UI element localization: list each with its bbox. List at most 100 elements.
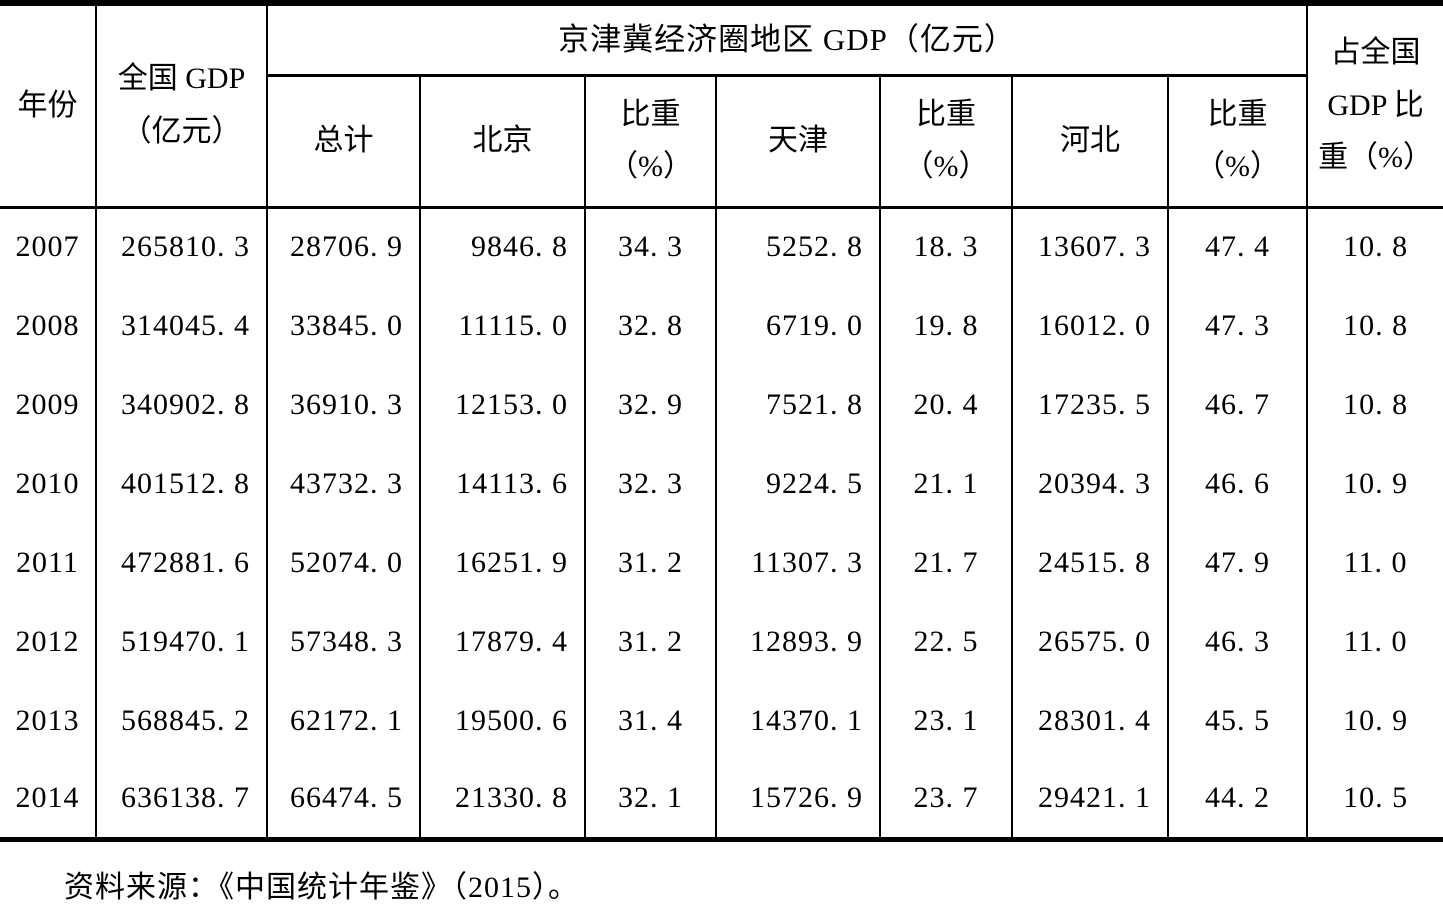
cell-hebei: 16012. 0 — [1011, 286, 1168, 365]
cell-national-share: 10. 5 — [1306, 760, 1443, 839]
cell-national-gdp: 636138. 7 — [95, 760, 267, 839]
cell-hebei: 13607. 3 — [1011, 207, 1168, 286]
cell-year: 2011 — [16, 545, 79, 579]
cell-national-share: 10. 8 — [1306, 207, 1443, 286]
header-beijing-share: 比重 （%） — [584, 75, 716, 209]
cell-tianjin-share: 21. 7 — [879, 523, 1012, 602]
cell-beijing-share: 32. 3 — [584, 444, 716, 523]
cell-national-gdp: 472881. 6 — [95, 523, 267, 602]
table-row: 2007 265810. 3 28706. 9 9846. 8 34. 3 52… — [0, 207, 1443, 286]
cell-hebei-share: 45. 5 — [1166, 681, 1308, 760]
cell-tianjin: 6719. 0 — [715, 286, 880, 365]
cell-hebei: 17235. 5 — [1011, 365, 1168, 444]
table-row: 2013 568845. 2 62172. 1 19500. 6 31. 4 1… — [0, 681, 1443, 760]
cell-national-share: 10. 8 — [1306, 286, 1443, 365]
cell-tianjin: 14370. 1 — [715, 681, 880, 760]
cell-hebei-share: 46. 7 — [1166, 365, 1308, 444]
cell-national-gdp: 314045. 4 — [95, 286, 267, 365]
cell-beijing: 21330. 8 — [419, 760, 585, 839]
cell-year: 2014 — [15, 781, 80, 815]
table-row: 2012 519470. 1 57348. 3 17879. 4 31. 2 1… — [0, 602, 1443, 681]
table-row: 2008 314045. 4 33845. 0 11115. 0 32. 8 6… — [0, 286, 1443, 365]
cell-hebei: 24515. 8 — [1011, 523, 1168, 602]
cell-tianjin-share: 23. 1 — [879, 681, 1012, 760]
cell-beijing-share: 31. 2 — [584, 523, 716, 602]
cell-hebei-share: 47. 3 — [1166, 286, 1308, 365]
cell-national-gdp: 340902. 8 — [95, 365, 267, 444]
cell-hebei-share: 44. 2 — [1166, 760, 1308, 839]
cell-hebei-share: 46. 6 — [1166, 444, 1308, 523]
cell-tianjin-share: 19. 8 — [879, 286, 1012, 365]
cell-region-total: 66474. 5 — [266, 760, 420, 839]
cell-national-share: 10. 9 — [1306, 681, 1443, 760]
cell-tianjin: 5252. 8 — [715, 207, 880, 286]
cell-beijing: 17879. 4 — [419, 602, 585, 681]
cell-region-total: 57348. 3 — [266, 602, 420, 681]
cell-national-gdp: 401512. 8 — [95, 444, 267, 523]
cell-tianjin: 11307. 3 — [715, 523, 880, 602]
cell-region-total: 28706. 9 — [266, 207, 420, 286]
header-tianjin-share: 比重 （%） — [879, 75, 1012, 209]
table-row: 2014 636138. 7 66474. 5 21330. 8 32. 1 1… — [0, 760, 1443, 839]
cell-tianjin: 15726. 9 — [715, 760, 880, 839]
cell-beijing-share: 31. 2 — [584, 602, 716, 681]
cell-tianjin-share: 20. 4 — [879, 365, 1012, 444]
cell-year: 2009 — [15, 387, 80, 421]
cell-beijing: 12153. 0 — [419, 365, 585, 444]
table-row: 2009 340902. 8 36910. 3 12153. 0 32. 9 7… — [0, 365, 1443, 444]
cell-beijing: 19500. 6 — [419, 681, 585, 760]
cell-national-share: 11. 0 — [1306, 523, 1443, 602]
cell-region-total: 62172. 1 — [266, 681, 420, 760]
header-region-gdp-span: 京津冀经济圈地区 GDP（亿元） — [265, 3, 1308, 77]
cell-national-gdp: 519470. 1 — [95, 602, 267, 681]
cell-beijing: 9846. 8 — [419, 207, 585, 286]
header-hebei-share: 比重 （%） — [1166, 75, 1308, 209]
cell-region-total: 36910. 3 — [266, 365, 420, 444]
cell-tianjin-share: 23. 7 — [879, 760, 1012, 839]
header-beijing: 北京 — [419, 75, 585, 209]
table-row: 2011 472881. 6 52074. 0 16251. 9 31. 2 1… — [0, 523, 1443, 602]
header-national-gdp: 全国 GDP （亿元） — [95, 3, 267, 209]
header-national-share: 占全国 GDP 比 重（%） — [1306, 3, 1443, 209]
cell-national-share: 10. 9 — [1306, 444, 1443, 523]
table-body: 2007 265810. 3 28706. 9 9846. 8 34. 3 52… — [0, 207, 1443, 839]
cell-year: 2013 — [15, 703, 80, 737]
cell-hebei-share: 47. 4 — [1166, 207, 1308, 286]
cell-beijing-share: 34. 3 — [584, 207, 716, 286]
header-year: 年份 — [0, 3, 96, 209]
cell-tianjin-share: 22. 5 — [879, 602, 1012, 681]
cell-region-total: 43732. 3 — [266, 444, 420, 523]
cell-hebei: 20394. 3 — [1011, 444, 1168, 523]
gdp-table: 年份 全国 GDP （亿元） 京津冀经济圈地区 GDP（亿元） 占全国 GDP … — [0, 0, 1443, 842]
cell-hebei: 29421. 1 — [1011, 760, 1168, 839]
cell-tianjin-share: 18. 3 — [879, 207, 1012, 286]
cell-beijing-share: 31. 4 — [584, 681, 716, 760]
cell-region-total: 33845. 0 — [266, 286, 420, 365]
cell-beijing: 11115. 0 — [419, 286, 585, 365]
header-hebei: 河北 — [1011, 75, 1168, 209]
cell-beijing: 16251. 9 — [419, 523, 585, 602]
cell-beijing-share: 32. 9 — [584, 365, 716, 444]
cell-hebei: 26575. 0 — [1011, 602, 1168, 681]
cell-year: 2008 — [15, 308, 80, 342]
cell-tianjin: 12893. 9 — [715, 602, 880, 681]
cell-year: 2010 — [15, 466, 80, 500]
cell-tianjin: 9224. 5 — [715, 444, 880, 523]
cell-beijing: 14113. 6 — [419, 444, 585, 523]
cell-hebei: 28301. 4 — [1011, 681, 1168, 760]
cell-year: 2007 — [15, 230, 80, 264]
header-tianjin: 天津 — [715, 75, 880, 209]
cell-national-gdp: 568845. 2 — [95, 681, 267, 760]
cell-national-share: 11. 0 — [1306, 602, 1443, 681]
table-row: 2010 401512. 8 43732. 3 14113. 6 32. 3 9… — [0, 444, 1443, 523]
header-total: 总计 — [266, 75, 420, 209]
cell-national-gdp: 265810. 3 — [95, 207, 267, 286]
source-note: 资料来源：《中国统计年鉴》（2015）。 — [64, 870, 579, 904]
cell-national-share: 10. 8 — [1306, 365, 1443, 444]
cell-region-total: 52074. 0 — [266, 523, 420, 602]
cell-beijing-share: 32. 8 — [584, 286, 716, 365]
cell-tianjin-share: 21. 1 — [879, 444, 1012, 523]
table-header: 年份 全国 GDP （亿元） 京津冀经济圈地区 GDP（亿元） 占全国 GDP … — [0, 3, 1443, 209]
cell-hebei-share: 46. 3 — [1166, 602, 1308, 681]
